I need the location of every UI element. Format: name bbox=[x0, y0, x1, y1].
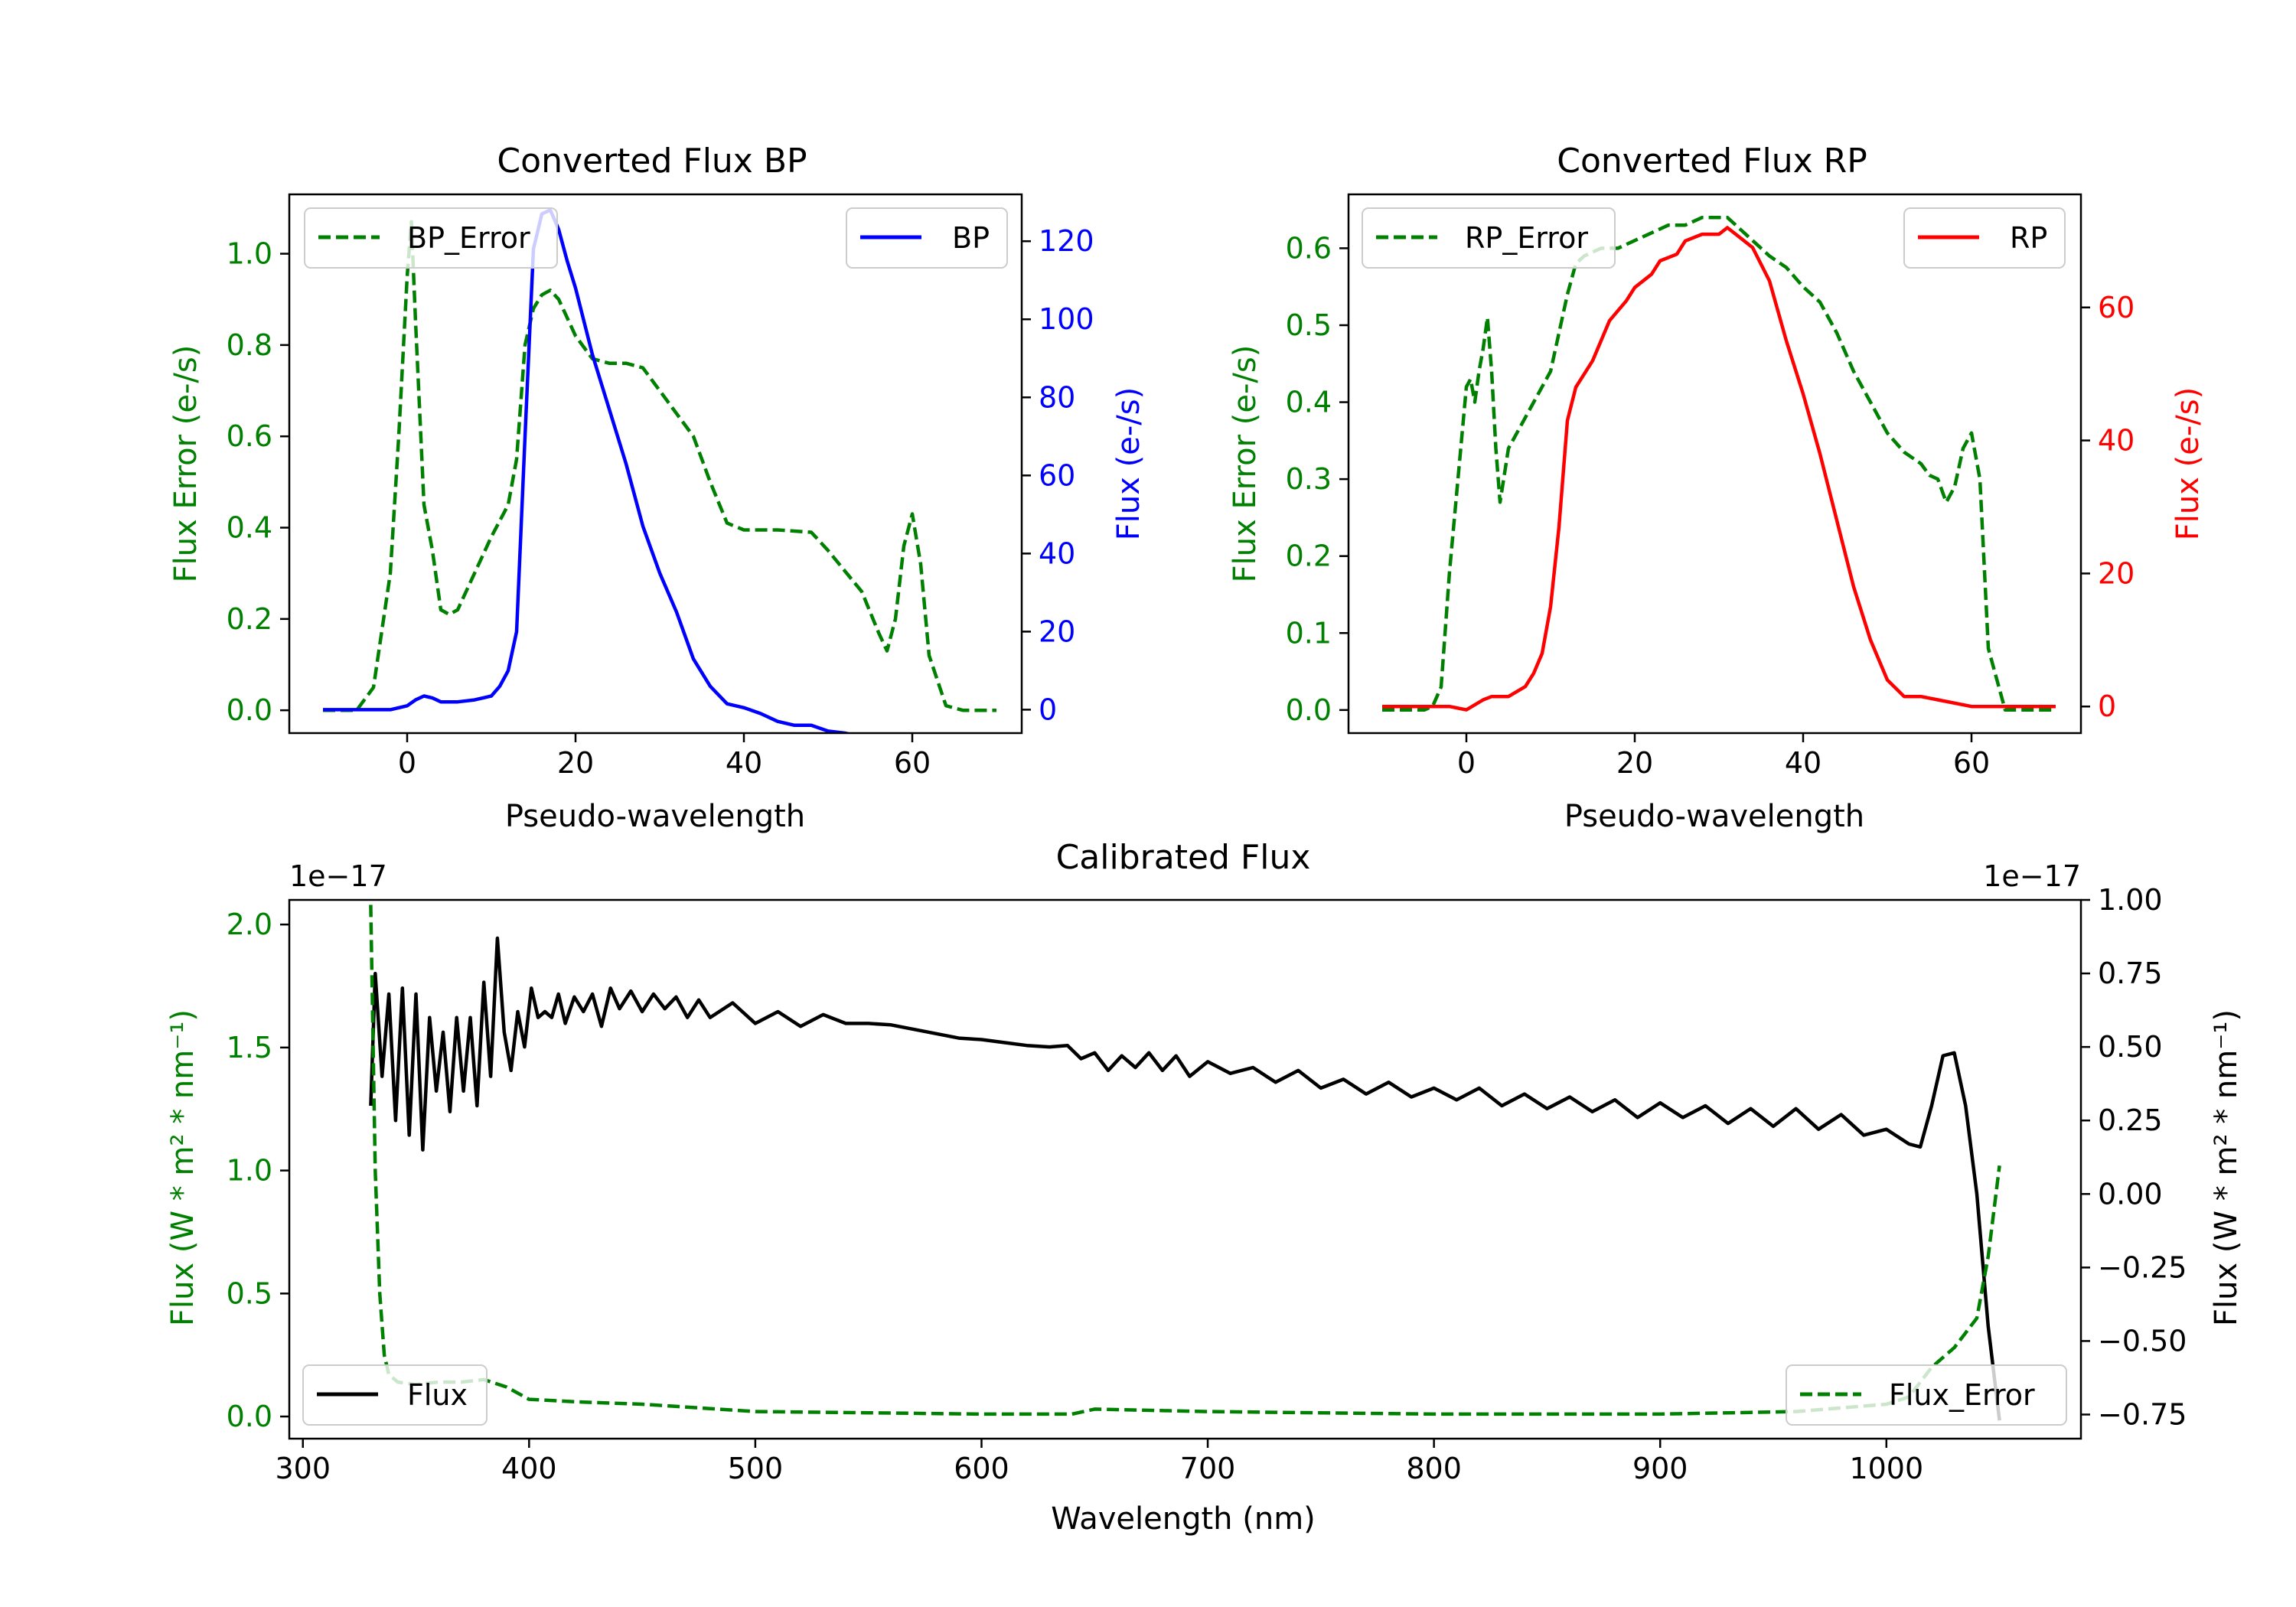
rp-left-tick-label: 0.5 bbox=[1286, 308, 1332, 342]
bp-right-axis-label: Flux (e-/s) bbox=[1111, 387, 1146, 540]
bp-x-tick-label: 0 bbox=[398, 746, 416, 780]
cal-left-tick-label: 1.0 bbox=[227, 1154, 272, 1188]
cal-right-tick-label: 0.50 bbox=[2098, 1030, 2163, 1064]
bp-right-tick-label: 80 bbox=[1039, 380, 1075, 414]
cal-right-tick-label: 0.25 bbox=[2098, 1103, 2163, 1137]
bp-left-axis-label: Flux Error (e-/s) bbox=[168, 345, 204, 583]
calibrated-legend-flux: Flux bbox=[302, 1364, 488, 1426]
cal-left-tick-label: 1.5 bbox=[227, 1031, 272, 1064]
rp-right-axis-label: Flux (e-/s) bbox=[2170, 387, 2206, 540]
cal-x-tick-label: 600 bbox=[954, 1452, 1009, 1485]
cal-right-tick-label: −0.25 bbox=[2098, 1250, 2187, 1284]
bp-legend-error-label: BP_Error bbox=[407, 221, 530, 255]
cal-left-tick-label: 2.0 bbox=[227, 908, 272, 941]
bp-plot-area bbox=[288, 193, 1023, 735]
rp-right-tick-label: 20 bbox=[2098, 556, 2135, 590]
rp-right-tick-label: 60 bbox=[2098, 291, 2135, 324]
rp-left-tick-label: 0.0 bbox=[1286, 693, 1332, 727]
bp-right-tick-label: 20 bbox=[1039, 614, 1075, 648]
rp-axes-frame bbox=[1347, 193, 2082, 735]
bp-left-tick-label: 1.0 bbox=[227, 237, 272, 271]
calibrated-legend-error-label: Flux_Error bbox=[1889, 1378, 2035, 1412]
calibrated-x-axis-label: Wavelength (nm) bbox=[1051, 1501, 1316, 1537]
rp-right-tick-label: 0 bbox=[2098, 689, 2116, 723]
bp-left-tick-label: 0.6 bbox=[227, 419, 272, 453]
bp-left-tick-label: 0.0 bbox=[227, 693, 272, 727]
bp-x-tick-label: 20 bbox=[557, 746, 594, 780]
bp-legend-flux: BP bbox=[846, 207, 1008, 269]
cal-right-tick-label: 0.00 bbox=[2098, 1177, 2163, 1211]
rp-title: Converted Flux RP bbox=[1557, 142, 1867, 181]
bp-right-tick-label: 40 bbox=[1039, 536, 1075, 570]
cal-x-tick-label: 300 bbox=[275, 1452, 331, 1485]
cal-x-tick-label: 1000 bbox=[1849, 1452, 1923, 1485]
rp-x-axis-label: Pseudo-wavelength bbox=[1564, 799, 1864, 834]
rp-legend-error-label: RP_Error bbox=[1465, 221, 1588, 255]
rp-left-tick-label: 0.3 bbox=[1286, 462, 1332, 496]
cal-x-tick-label: 500 bbox=[728, 1452, 784, 1485]
bp-x-axis-label: Pseudo-wavelength bbox=[505, 799, 805, 834]
cal-right-tick-label: −0.75 bbox=[2098, 1397, 2187, 1431]
bp-panel: Converted Flux BP 0 20 40 60 0.0 0.2 0.4 0.6 0.… bbox=[168, 142, 1146, 834]
rp-left-tick-label: 0.2 bbox=[1286, 539, 1332, 573]
calibrated-title: Calibrated Flux bbox=[1056, 838, 1311, 877]
calibrated-legend-error: Flux_Error bbox=[1786, 1364, 2067, 1426]
bp-right-tick-label: 60 bbox=[1039, 458, 1075, 492]
bp-left-tick-label: 0.4 bbox=[227, 511, 272, 545]
cal-series-flux-line bbox=[369, 936, 2001, 1421]
rp-legend-flux: RP bbox=[1903, 207, 2066, 269]
bp-axes-frame bbox=[288, 193, 1023, 735]
cal-left-tick-label: 0.5 bbox=[227, 1276, 272, 1310]
rp-left-tick-label: 0.4 bbox=[1286, 386, 1332, 419]
cal-x-tick-label: 700 bbox=[1180, 1452, 1236, 1485]
rp-right-tick-label: 40 bbox=[2098, 424, 2135, 458]
bp-series-bp-error-line bbox=[323, 220, 996, 712]
calibrated-legend-flux-label: Flux bbox=[407, 1378, 468, 1412]
bp-left-tick-label: 0.2 bbox=[227, 602, 272, 636]
bp-x-tick-label: 60 bbox=[894, 746, 931, 780]
rp-left-tick-label: 0.6 bbox=[1286, 231, 1332, 265]
rp-series-rp-line bbox=[1382, 226, 2056, 712]
cal-x-tick-label: 900 bbox=[1632, 1452, 1688, 1485]
rp-left-axis-label: Flux Error (e-/s) bbox=[1228, 345, 1263, 583]
bp-legend-error: BP_Error bbox=[304, 207, 558, 269]
rp-panel: Converted Flux RP 0 20 40 60 0.0 0.1 0.2 0.3 0.… bbox=[1228, 142, 2206, 834]
cal-right-tick-label: 1.00 bbox=[2098, 883, 2163, 917]
bp-x-tick-label: 40 bbox=[726, 746, 762, 780]
calibrated-left-axis-label: Flux (W * m² * nm⁻¹) bbox=[165, 1009, 201, 1326]
rp-x-tick-label: 60 bbox=[1953, 746, 1990, 780]
rp-x-tick-label: 40 bbox=[1785, 746, 1821, 780]
rp-left-tick-label: 0.1 bbox=[1286, 616, 1332, 650]
calibrated-panel: Calibrated Flux 1e−17 1e−17 300 400 500 600… bbox=[165, 838, 2244, 1537]
cal-x-tick-label: 800 bbox=[1406, 1452, 1462, 1485]
rp-legend-flux-label: RP bbox=[2010, 221, 2047, 255]
rp-x-tick-label: 20 bbox=[1616, 746, 1653, 780]
calibrated-axes-frame bbox=[288, 898, 2082, 1440]
calibrated-left-offset-text: 1e−17 bbox=[289, 859, 387, 893]
bp-left-tick-label: 0.8 bbox=[227, 328, 272, 362]
bp-right-tick-label: 0 bbox=[1039, 693, 1057, 726]
cal-left-tick-label: 0.0 bbox=[227, 1400, 272, 1433]
cal-right-tick-label: −0.50 bbox=[2098, 1324, 2187, 1358]
rp-x-tick-label: 0 bbox=[1457, 746, 1476, 780]
calibrated-right-offset-text: 1e−17 bbox=[1983, 859, 2081, 893]
calibrated-right-axis-label: Flux (W * m² * nm⁻¹) bbox=[2209, 1009, 2244, 1326]
bp-right-tick-label: 100 bbox=[1039, 302, 1094, 336]
rp-series-rp-error-line bbox=[1382, 215, 2056, 712]
bp-right-tick-label: 120 bbox=[1039, 224, 1094, 258]
cal-right-tick-label: 0.75 bbox=[2098, 957, 2163, 990]
bp-series-bp-line bbox=[323, 208, 853, 733]
rp-legend-error: RP_Error bbox=[1362, 207, 1616, 269]
bp-title: Converted Flux BP bbox=[497, 142, 807, 181]
rp-plot-area bbox=[1347, 193, 2082, 735]
bp-legend-flux-label: BP bbox=[952, 221, 990, 255]
cal-x-tick-label: 400 bbox=[501, 1452, 557, 1485]
